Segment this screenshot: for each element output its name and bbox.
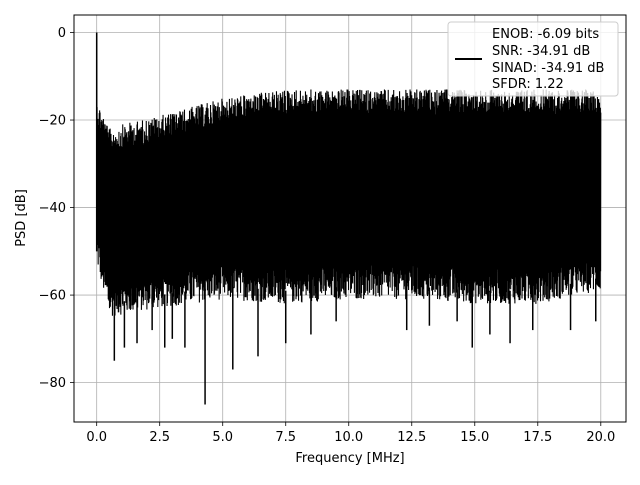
x-tick-label: 0.0 — [86, 430, 107, 445]
legend-enob: ENOB: -6.09 bits — [492, 27, 599, 42]
plot-frame — [73, 14, 627, 423]
y-tick-label: −20 — [39, 114, 66, 129]
y-tick-label: −60 — [39, 289, 66, 304]
legend-sinad: SINAD: -34.91 dB — [492, 61, 604, 76]
x-tick-label: 2.5 — [149, 430, 170, 445]
x-tick-label: 10.0 — [334, 430, 363, 445]
tick-layer: 0.0 2.5 5.0 7.5 10.0 12.5 15.0 17.5 20.0 0 −20 −40 −… — [39, 26, 616, 445]
x-tick-label: 15.0 — [460, 430, 489, 445]
y-axis-label: PSD [dB] — [14, 189, 29, 247]
x-tick-label: 17.5 — [523, 430, 552, 445]
x-axis-label: Frequency [MHz] — [295, 451, 404, 466]
legend-snr: SNR: -34.91 dB — [492, 44, 590, 59]
x-tick-label: 20.0 — [586, 430, 615, 445]
x-tick-label: 7.5 — [275, 430, 296, 445]
x-tick-label: 5.0 — [212, 430, 233, 445]
legend-sfdr: SFDR: 1.22 — [492, 77, 564, 92]
legend: ENOB: -6.09 bits SNR: -34.91 dB SINAD: -… — [447, 21, 619, 97]
y-tick-label: −40 — [39, 201, 66, 216]
y-tick-label: −80 — [39, 376, 66, 391]
x-tick-label: 12.5 — [397, 430, 426, 445]
legend-box — [447, 21, 619, 97]
y-tick-label: 0 — [58, 26, 66, 41]
